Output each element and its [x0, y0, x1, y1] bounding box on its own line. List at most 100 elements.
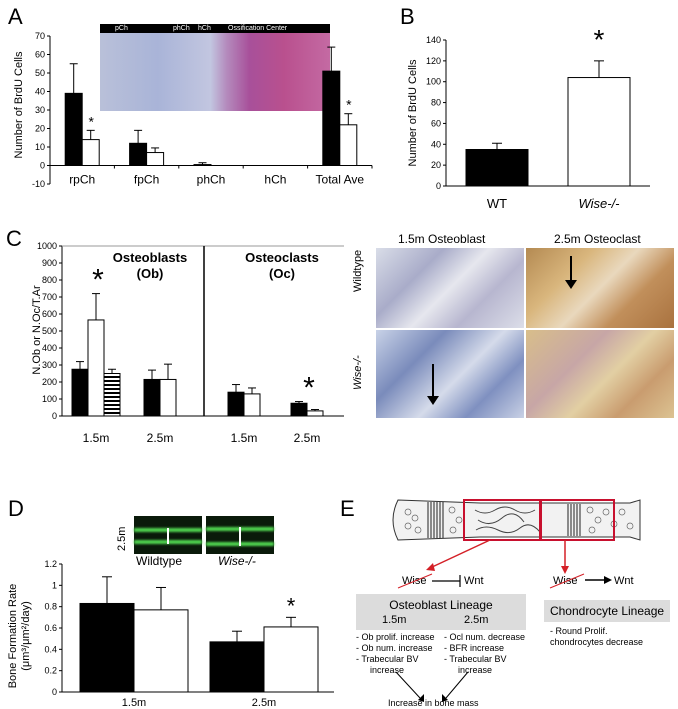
histology-label-ossification: Ossification Center [228, 25, 288, 32]
e-right-wnt: Wnt [614, 575, 634, 587]
chondrocyte-lineage-title: Chondrocyte Lineage [549, 604, 665, 618]
y-tick-label: 20 [35, 124, 45, 134]
red-arrow-left [429, 539, 491, 569]
panel-c-micrograph-grid: 1.5m Osteoblast 2.5m Osteoclast Wildtype… [352, 230, 676, 420]
panel-a-ylabel: Number of BrdU Cells [13, 51, 25, 158]
bar [209, 641, 265, 693]
y-tick-label: 30 [35, 105, 45, 115]
e-left-wnt: Wnt [464, 575, 484, 587]
notes-2-5m: - Ocl num. decrease - BFR increase - Trab… [444, 632, 526, 675]
y-tick-label: 80 [431, 98, 441, 108]
x-tick-label: rpCh [69, 173, 95, 187]
arrow-down-icon [432, 364, 434, 398]
panel-a-chart: Number of BrdU Cells -10 0 10 20 30 40 50 60 70 r… [13, 31, 373, 189]
chondrocyte-lineage-box: Chondrocyte Lineage [544, 600, 670, 622]
y-tick-label: 200 [42, 377, 57, 387]
x-tick-label: WT [487, 196, 507, 211]
significance-star: * [346, 97, 352, 113]
bar [263, 626, 319, 693]
micrograph-wt-osteoclast [526, 248, 674, 328]
y-tick-label: 600 [42, 309, 57, 319]
img-label-wildtype: Wildtype [136, 554, 183, 568]
y-tick-label: 50 [35, 68, 45, 78]
x-tick-label: hCh [264, 173, 286, 187]
y-tick-label: 400 [42, 343, 57, 353]
x-tick-label: fpCh [134, 173, 159, 187]
y-tick-label: -10 [32, 179, 45, 189]
y-tick-label: 40 [35, 87, 45, 97]
significance-star: * [303, 372, 315, 405]
arrow-down-icon [570, 256, 572, 282]
y-tick-label: 800 [42, 275, 57, 285]
x-tick-label: 1.5m [122, 697, 146, 709]
y-tick-label: 500 [42, 326, 57, 336]
panel-c-chart: N.Ob or N.Oc/T.Ar Osteoblasts (Ob) Osteo… [31, 241, 344, 445]
y-tick-label: 0 [436, 181, 441, 191]
histology-label-phch: phCh [173, 25, 190, 32]
y-tick-label: 0.6 [44, 623, 57, 633]
histology-label-pch: pCh [115, 25, 128, 32]
notes-1-5m: - Ob prolif. increase - Ob num. increase … [356, 632, 435, 675]
y-tick-label: 60 [431, 118, 441, 128]
panel-d-letter: D [8, 496, 24, 521]
y-tick-label: 900 [42, 258, 57, 268]
y-tick-label: 0 [52, 687, 57, 697]
x-tick-label: Total Ave [316, 173, 365, 187]
micrograph-ko-osteoblast [376, 330, 524, 418]
y-tick-label: 0.8 [44, 602, 57, 612]
x-tick-label: 2.5m [252, 697, 276, 709]
x-tick-label: phCh [197, 173, 226, 187]
y-tick-label: 100 [426, 77, 441, 87]
micrograph-ko-osteoclast [526, 330, 674, 418]
lineage-col-1-5m: 1.5m [382, 614, 407, 626]
y-tick-label: 100 [42, 394, 57, 404]
micrograph-wt-osteoblast [376, 248, 524, 328]
y-tick-label: 700 [42, 292, 57, 302]
result-increase-bone-mass: Increase in bone mass [388, 698, 479, 708]
y-tick-label: 0 [52, 411, 57, 421]
chondrocyte-notes: - Round Prolif. chondrocytes decrease [550, 626, 644, 647]
img-label-wise-ko: Wise-/- [218, 554, 256, 568]
y-tick-label: 1.2 [44, 559, 57, 569]
panel-a-letter: A [8, 4, 23, 29]
micro-col1-label: 1.5m Osteoblast [398, 232, 486, 246]
lineage-col-2-5m: 2.5m [464, 614, 489, 626]
osteoblast-lineage-title: Osteoblast Lineage [389, 598, 493, 612]
histology-label-hch: hCh [198, 25, 211, 32]
significance-star: * [594, 24, 605, 55]
osteoblast-lineage-box: Osteoblast Lineage 1.5m 2.5m [356, 594, 526, 630]
y-tick-label: 40 [431, 139, 441, 149]
y-tick-label: 300 [42, 360, 57, 370]
panel-c-letter: C [6, 226, 22, 251]
panel-d-ylabel-line1: Bone Formation Rate [7, 584, 19, 689]
panel-d-chart: Bone Formation Rate (μm³/μm²/day) 0 0.2 0.… [7, 559, 334, 709]
y-tick-label: 70 [35, 31, 45, 41]
bone-schematic [392, 499, 641, 541]
y-tick-label: 60 [35, 50, 45, 60]
y-tick-label: 1 [52, 580, 57, 590]
bar [567, 77, 631, 187]
panel-b-chart: Number of BrdU Cells 0 20 40 60 80 100 120 140 W… [407, 24, 650, 211]
significance-star: * [88, 113, 94, 129]
panel-c-ylabel: N.Ob or N.Oc/T.Ar [31, 285, 43, 375]
x-tick-label: 1.5m [231, 431, 258, 445]
panel-c-oc-title: Osteoclasts [245, 250, 319, 265]
y-tick-label: 1000 [37, 241, 57, 251]
significance-star: * [287, 593, 296, 618]
panel-c-ob-title: Osteoblasts [113, 250, 187, 265]
bar [133, 609, 189, 693]
x-tick-label: 2.5m [147, 431, 174, 445]
y-tick-label: 10 [35, 142, 45, 152]
fluorescence-image-wt [134, 516, 202, 554]
y-tick-label: 20 [431, 160, 441, 170]
y-tick-label: 0 [40, 161, 45, 171]
y-tick-label: 120 [426, 56, 441, 66]
fluorescence-image-ko [206, 516, 274, 554]
significance-star: * [92, 264, 104, 297]
panel-a-histology-image: pCh phCh hCh Ossification Center [100, 24, 330, 111]
panel-b-ylabel: Number of BrdU Cells [407, 59, 419, 166]
y-tick-label: 0.4 [44, 644, 57, 654]
y-tick-label: 0.2 [44, 666, 57, 676]
x-tick-label: Wise-/- [578, 196, 620, 211]
